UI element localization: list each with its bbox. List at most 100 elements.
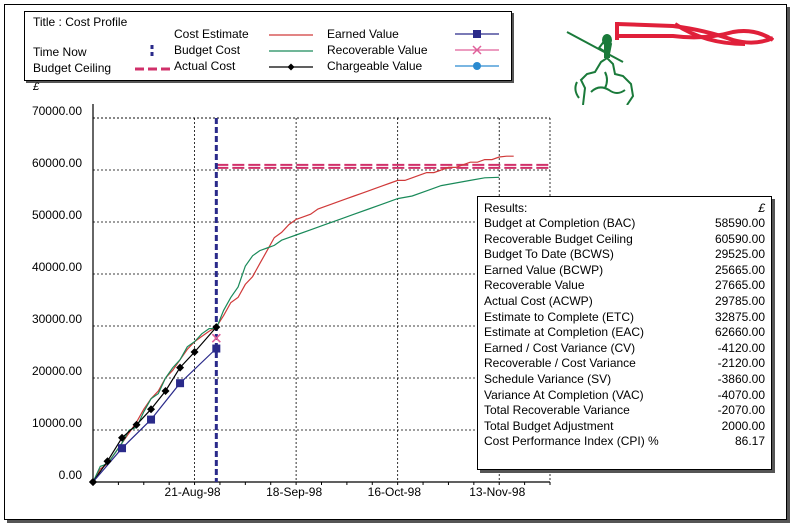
- recoverable-value-cross-icon: [472, 45, 482, 55]
- y-tick-label: 0.00: [58, 468, 82, 482]
- y-tick-label: 50000.00: [31, 208, 82, 222]
- result-row: Budget at Completion (BAC) 58590.00: [484, 216, 765, 232]
- legend-budget-ceiling-label: Budget Ceiling: [33, 61, 112, 75]
- actual-cost-point: [103, 457, 112, 466]
- legend-time-now-label: Time Now: [33, 45, 87, 59]
- chart-markers: [89, 323, 221, 486]
- legend-chargeable-value-label: Chargeable Value: [327, 59, 423, 73]
- result-label: Earned / Cost Variance (CV): [484, 340, 636, 355]
- earned-value-point: [147, 415, 156, 424]
- result-label: Recoverable / Cost Variance: [484, 356, 636, 371]
- earned-value-point: [118, 444, 127, 453]
- result-label: Schedule Variance (SV): [484, 372, 612, 386]
- results-currency: £: [758, 201, 765, 215]
- chargeable-value-circle-icon: [473, 62, 481, 70]
- result-row: Estimate to Complete (ETC) 32875.00: [484, 310, 765, 326]
- results-panel: Results: £ Budget at Completion (BAC) 585…: [477, 196, 772, 470]
- x-tick-label: 13-Nov-98: [469, 485, 526, 499]
- result-value: -2070.00: [717, 403, 765, 418]
- result-value: 58590.00: [714, 216, 765, 230]
- result-label: Cost Performance Index (CPI) %: [484, 434, 659, 449]
- result-value: 62660.00: [714, 325, 765, 340]
- result-value: 27665.00: [714, 278, 765, 293]
- result-row: Recoverable Value 27665.00: [484, 278, 765, 294]
- cost-estimate-line: [92, 155, 514, 483]
- budget-ceiling-symbol-icon: [135, 67, 173, 71]
- result-value: -4070.00: [717, 387, 765, 402]
- result-label: Recoverable Value: [484, 278, 585, 293]
- earned-value-line: [92, 348, 217, 483]
- actual-cost-point: [161, 387, 170, 395]
- result-row: Budget To Date (BCWS) 29525.00: [484, 247, 765, 263]
- chart-axes: [92, 104, 551, 485]
- result-label: Estimate to Complete (ETC): [484, 309, 635, 324]
- legend-line-samples: [269, 34, 313, 71]
- result-value: 25665.00: [714, 262, 765, 277]
- x-tick-label: 21-Aug-98: [164, 485, 221, 499]
- result-value: 32875.00: [714, 309, 765, 324]
- y-tick-label: 70000.00: [31, 104, 82, 118]
- legend-budget-cost-label: Budget Cost: [174, 43, 241, 57]
- legend-actual-cost-label: Actual Cost: [174, 59, 236, 73]
- legend: Title : Cost Profile Time Now Budget Cei…: [24, 11, 512, 81]
- actual-cost-point: [132, 420, 141, 429]
- earned-value-point: [176, 379, 185, 388]
- result-label: Total Budget Adjustment: [484, 418, 614, 433]
- results-title: Results:: [484, 201, 528, 215]
- result-row: Earned / Cost Variance (CV) -4120.00: [484, 341, 765, 357]
- chart-title: Title : Cost Profile: [33, 15, 128, 29]
- result-value: 29525.00: [714, 247, 765, 262]
- legend-recoverable-value-label: Recoverable Value: [327, 43, 428, 57]
- legend-cost-estimate-label: Cost Estimate: [174, 27, 249, 41]
- result-row: Estimate at Completion (EAC) 62660.00: [484, 325, 765, 341]
- result-label: Total Recoverable Variance: [484, 403, 630, 418]
- chart-series: [92, 155, 514, 483]
- result-label: Budget To Date (BCWS): [484, 247, 614, 262]
- result-value: 2000.00: [721, 418, 765, 433]
- result-row: Actual Cost (ACWP) 29785.00: [484, 294, 765, 310]
- actual-cost-point: [176, 363, 185, 372]
- result-row: Earned Value (BCWP) 25665.00: [484, 263, 765, 279]
- result-value: 29785.00: [714, 294, 765, 308]
- actual-cost-diamond-icon: [287, 63, 295, 71]
- earned-value-square-icon: [473, 30, 481, 38]
- budget-ceiling-line: [216, 163, 550, 169]
- result-label: Recoverable Budget Ceiling: [484, 231, 633, 246]
- result-row: Recoverable Budget Ceiling 60590.00: [484, 232, 765, 248]
- legend-marker-samples: [455, 30, 499, 70]
- budget-cost-line: [92, 176, 500, 483]
- earned-value-point: [212, 344, 221, 353]
- result-row: Variance At Completion (VAC) -4070.00: [484, 388, 765, 404]
- knight-on-horse-logo: [566, 22, 775, 105]
- result-value: 86.17: [734, 434, 765, 449]
- result-row: Recoverable / Cost Variance -2120.00: [484, 356, 765, 372]
- actual-cost-point: [212, 323, 221, 332]
- result-row: Schedule Variance (SV) -3860.00: [484, 372, 765, 388]
- result-label: Earned Value (BCWP): [484, 262, 604, 277]
- result-value: -3860.00: [717, 372, 765, 386]
- result-label: Actual Cost (ACWP): [484, 294, 593, 308]
- result-label: Variance At Completion (VAC): [484, 387, 644, 402]
- time-now-symbol-icon: [150, 45, 154, 59]
- result-row: Cost Performance Index (CPI) % 86.17: [484, 434, 765, 450]
- y-tick-label: 60000.00: [31, 156, 82, 170]
- y-axis-currency-label: £: [33, 81, 40, 93]
- actual-cost-point: [190, 348, 199, 356]
- actual-cost-point: [147, 405, 156, 414]
- x-tick-label: 16-Oct-98: [367, 485, 422, 499]
- chart-grid: [93, 117, 551, 482]
- origin-point: [89, 478, 97, 486]
- recoverable-value-point: [211, 333, 221, 343]
- y-tick-label: 40000.00: [31, 260, 82, 274]
- y-tick-label: 20000.00: [31, 364, 82, 378]
- y-tick-label: 10000.00: [31, 416, 82, 430]
- result-label: Budget at Completion (BAC): [484, 216, 636, 230]
- result-label: Estimate at Completion (EAC): [484, 325, 645, 340]
- result-value: -2120.00: [717, 356, 765, 371]
- legend-earned-value-label: Earned Value: [327, 27, 399, 41]
- result-row: Total Recoverable Variance -2070.00: [484, 403, 765, 419]
- result-value: 60590.00: [714, 231, 765, 246]
- x-tick-label: 18-Sep-98: [266, 485, 323, 499]
- result-row: Total Budget Adjustment 2000.00: [484, 419, 765, 435]
